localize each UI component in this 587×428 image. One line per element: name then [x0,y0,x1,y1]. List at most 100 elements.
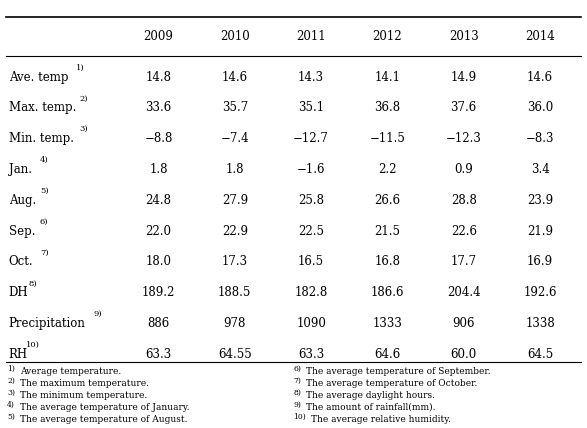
Text: 17.7: 17.7 [451,256,477,268]
Text: 1.8: 1.8 [149,163,168,176]
Text: DH: DH [9,286,28,299]
Text: RH: RH [9,348,28,361]
Text: 7): 7) [40,249,49,256]
Text: 2014: 2014 [525,30,555,43]
Text: 36.8: 36.8 [375,101,400,114]
Text: 16.9: 16.9 [527,256,553,268]
Text: Aug.: Aug. [9,194,36,207]
Text: The average temperature of October.: The average temperature of October. [306,379,478,388]
Text: 6): 6) [40,218,48,226]
Text: 3.4: 3.4 [531,163,549,176]
Text: 8): 8) [294,389,301,397]
Text: Sep.: Sep. [9,225,35,238]
Text: 18.0: 18.0 [146,256,171,268]
Text: 2009: 2009 [144,30,173,43]
Text: 1333: 1333 [373,317,402,330]
Text: 2010: 2010 [220,30,249,43]
Text: 1090: 1090 [296,317,326,330]
Text: 22.5: 22.5 [298,225,324,238]
Text: −12.3: −12.3 [446,132,482,145]
Text: The minimum temperature.: The minimum temperature. [20,391,147,400]
Text: Average temperature.: Average temperature. [20,367,121,376]
Text: −1.6: −1.6 [297,163,325,176]
Text: 14.9: 14.9 [451,71,477,83]
Text: 24.8: 24.8 [146,194,171,207]
Text: 186.6: 186.6 [370,286,404,299]
Text: 14.8: 14.8 [146,71,171,83]
Text: 2): 2) [79,95,87,102]
Text: 10): 10) [26,341,41,349]
Text: 26.6: 26.6 [375,194,400,207]
Text: 7): 7) [294,377,301,385]
Text: 2): 2) [7,377,15,385]
Text: 35.7: 35.7 [222,101,248,114]
Text: −7.4: −7.4 [221,132,249,145]
Text: 64.55: 64.55 [218,348,252,361]
Text: 17.3: 17.3 [222,256,248,268]
Text: 3): 3) [7,389,15,397]
Text: 2011: 2011 [296,30,326,43]
Text: Jan.: Jan. [9,163,32,176]
Text: 6): 6) [294,365,301,373]
Text: 0.9: 0.9 [454,163,473,176]
Text: 14.6: 14.6 [222,71,248,83]
Text: 64.5: 64.5 [527,348,553,361]
Text: 8): 8) [28,279,37,287]
Text: −8.8: −8.8 [144,132,173,145]
Text: 25.8: 25.8 [298,194,324,207]
Text: 978: 978 [224,317,246,330]
Text: 189.2: 189.2 [142,286,175,299]
Text: 21.5: 21.5 [375,225,400,238]
Text: 906: 906 [453,317,475,330]
Text: 4): 4) [40,156,49,164]
Text: 28.8: 28.8 [451,194,477,207]
Text: Oct.: Oct. [9,256,33,268]
Text: 14.3: 14.3 [298,71,324,83]
Text: 14.1: 14.1 [375,71,400,83]
Text: 21.9: 21.9 [527,225,553,238]
Text: 23.9: 23.9 [527,194,553,207]
Text: 5): 5) [40,187,49,195]
Text: The amount of rainfall(mm).: The amount of rainfall(mm). [306,403,436,412]
Text: 60.0: 60.0 [451,348,477,361]
Text: 886: 886 [147,317,170,330]
Text: 14.6: 14.6 [527,71,553,83]
Text: The average relative humidity.: The average relative humidity. [311,415,451,424]
Text: 1338: 1338 [525,317,555,330]
Text: 9): 9) [94,310,103,318]
Text: Max. temp.: Max. temp. [9,101,76,114]
Text: 16.8: 16.8 [375,256,400,268]
Text: 188.5: 188.5 [218,286,251,299]
Text: 1): 1) [7,365,15,373]
Text: The average temperature of September.: The average temperature of September. [306,367,491,376]
Text: 22.6: 22.6 [451,225,477,238]
Text: 10): 10) [294,413,306,421]
Text: Ave. temp: Ave. temp [9,71,68,83]
Text: The maximum temperature.: The maximum temperature. [20,379,149,388]
Text: Precipitation: Precipitation [9,317,86,330]
Text: 36.0: 36.0 [527,101,553,114]
Text: −8.3: −8.3 [526,132,554,145]
Text: 64.6: 64.6 [375,348,400,361]
Text: 2.2: 2.2 [378,163,397,176]
Text: 192.6: 192.6 [523,286,557,299]
Text: 16.5: 16.5 [298,256,324,268]
Text: The average temperature of January.: The average temperature of January. [20,403,190,412]
Text: The average temperature of August.: The average temperature of August. [20,415,187,424]
Text: 1.8: 1.8 [225,163,244,176]
Text: 27.9: 27.9 [222,194,248,207]
Text: 63.3: 63.3 [146,348,171,361]
Text: 37.6: 37.6 [451,101,477,114]
Text: The average daylight hours.: The average daylight hours. [306,391,436,400]
Text: 22.9: 22.9 [222,225,248,238]
Text: 3): 3) [79,125,88,133]
Text: 204.4: 204.4 [447,286,481,299]
Text: 182.8: 182.8 [295,286,328,299]
Text: 5): 5) [7,413,15,421]
Text: 4): 4) [7,401,15,409]
Text: 1): 1) [76,64,85,71]
Text: 9): 9) [294,401,301,409]
Text: 22.0: 22.0 [146,225,171,238]
Text: 2012: 2012 [373,30,402,43]
Text: −12.7: −12.7 [293,132,329,145]
